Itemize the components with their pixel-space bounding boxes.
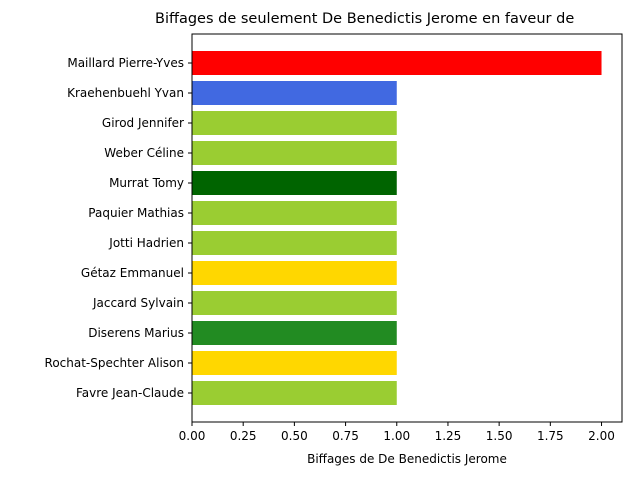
bar <box>192 111 397 135</box>
bar <box>192 291 397 315</box>
y-tick-label: Jotti Hadrien <box>108 236 184 250</box>
x-tick-label: 1.50 <box>486 429 513 443</box>
bar <box>192 351 397 375</box>
x-axis-label: Biffages de De Benedictis Jerome <box>307 452 507 466</box>
x-tick-label: 0.25 <box>230 429 257 443</box>
y-tick-label: Favre Jean-Claude <box>76 386 184 400</box>
y-tick-label: Weber Céline <box>104 146 184 160</box>
x-tick-label: 1.75 <box>537 429 564 443</box>
y-tick-label: Girod Jennifer <box>102 116 184 130</box>
x-tick-label: 0.75 <box>332 429 359 443</box>
y-tick-label: Diserens Marius <box>88 326 184 340</box>
x-tick-label: 1.25 <box>435 429 462 443</box>
chart-title: Biffages de seulement De Benedictis Jero… <box>155 11 574 27</box>
bar <box>192 231 397 255</box>
bars-layer <box>192 51 602 405</box>
bar <box>192 171 397 195</box>
x-tick-label: 0.50 <box>281 429 308 443</box>
plot-frame <box>191 33 623 423</box>
y-tick-label: Paquier Mathias <box>88 206 184 220</box>
x-axis-ticks: 0.00 0.25 0.50 0.75 1.00 1.25 1.50 1.75 2.00 <box>179 422 615 443</box>
bar <box>192 201 397 225</box>
bar <box>192 141 397 165</box>
x-tick-label: 0.00 <box>179 429 206 443</box>
y-tick-label: Jaccard Sylvain <box>92 296 184 310</box>
y-axis-ticks: Maillard Pierre-Yves Kraehenbuehl Yvan Gir… <box>45 56 192 400</box>
x-tick-label: 1.00 <box>383 429 410 443</box>
bar <box>192 381 397 405</box>
y-tick-label: Murrat Tomy <box>109 176 184 190</box>
y-tick-label: Rochat-Spechter Alison <box>45 356 184 370</box>
y-tick-label: Maillard Pierre-Yves <box>67 56 184 70</box>
x-tick-label: 2.00 <box>588 429 615 443</box>
bar <box>192 51 602 75</box>
bar <box>192 81 397 105</box>
y-tick-label: Gétaz Emmanuel <box>81 266 184 280</box>
bar <box>192 321 397 345</box>
bar <box>192 261 397 285</box>
y-tick-label: Kraehenbuehl Yvan <box>67 86 184 100</box>
